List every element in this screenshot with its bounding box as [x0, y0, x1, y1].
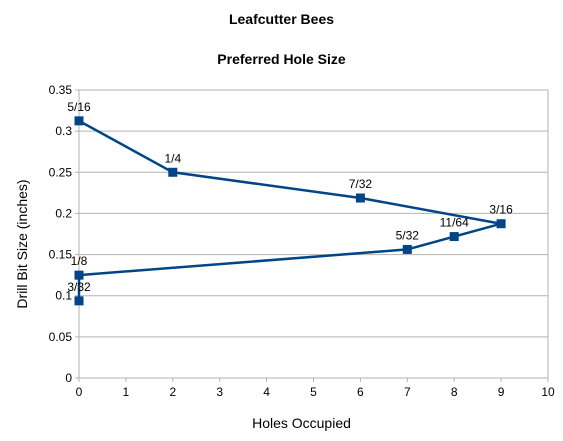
y-axis-label: Drill Bit Size (inches) — [14, 179, 30, 309]
chart-title: Leafcutter Bees — [228, 11, 335, 27]
data-label: 1/8 — [71, 254, 88, 268]
x-tick-label: 10 — [541, 385, 555, 399]
y-tick-label: 0.2 — [55, 206, 72, 220]
y-tick-label: 0 — [65, 371, 72, 385]
data-label: 3/16 — [489, 203, 513, 217]
y-tick-label: 0.05 — [49, 330, 73, 344]
y-tick-label: 0.3 — [55, 124, 72, 138]
data-point — [496, 219, 506, 229]
data-point — [168, 167, 178, 177]
data-point — [74, 270, 84, 280]
chart-subtitle: Preferred Hole Size — [217, 51, 346, 67]
data-point — [449, 232, 459, 242]
data-point — [74, 296, 84, 306]
x-tick-label: 4 — [263, 385, 270, 399]
y-tick-label: 0.15 — [49, 248, 73, 262]
data-point — [74, 116, 84, 126]
y-tick-label: 0.25 — [49, 165, 73, 179]
x-tick-label: 5 — [310, 385, 317, 399]
data-label: 3/32 — [67, 280, 91, 294]
x-tick-label: 2 — [169, 385, 176, 399]
x-tick-label: 0 — [76, 385, 83, 399]
x-tick-label: 6 — [357, 385, 364, 399]
x-axis-label: Holes Occupied — [252, 415, 351, 431]
data-label: 5/16 — [67, 100, 91, 114]
data-label: 1/4 — [164, 151, 181, 165]
x-tick-label: 7 — [404, 385, 411, 399]
y-tick-label: 0.35 — [49, 83, 73, 97]
x-tick-label: 1 — [123, 385, 130, 399]
data-label: 5/32 — [396, 228, 420, 242]
y-tick-label: 0.1 — [55, 289, 72, 303]
data-label: 7/32 — [349, 177, 373, 191]
x-tick-label: 8 — [451, 385, 458, 399]
data-point — [402, 244, 412, 254]
x-tick-label: 3 — [216, 385, 223, 399]
data-label: 11/64 — [440, 216, 469, 230]
x-tick-label: 9 — [498, 385, 505, 399]
data-point — [355, 193, 365, 203]
series-line — [77, 119, 503, 301]
